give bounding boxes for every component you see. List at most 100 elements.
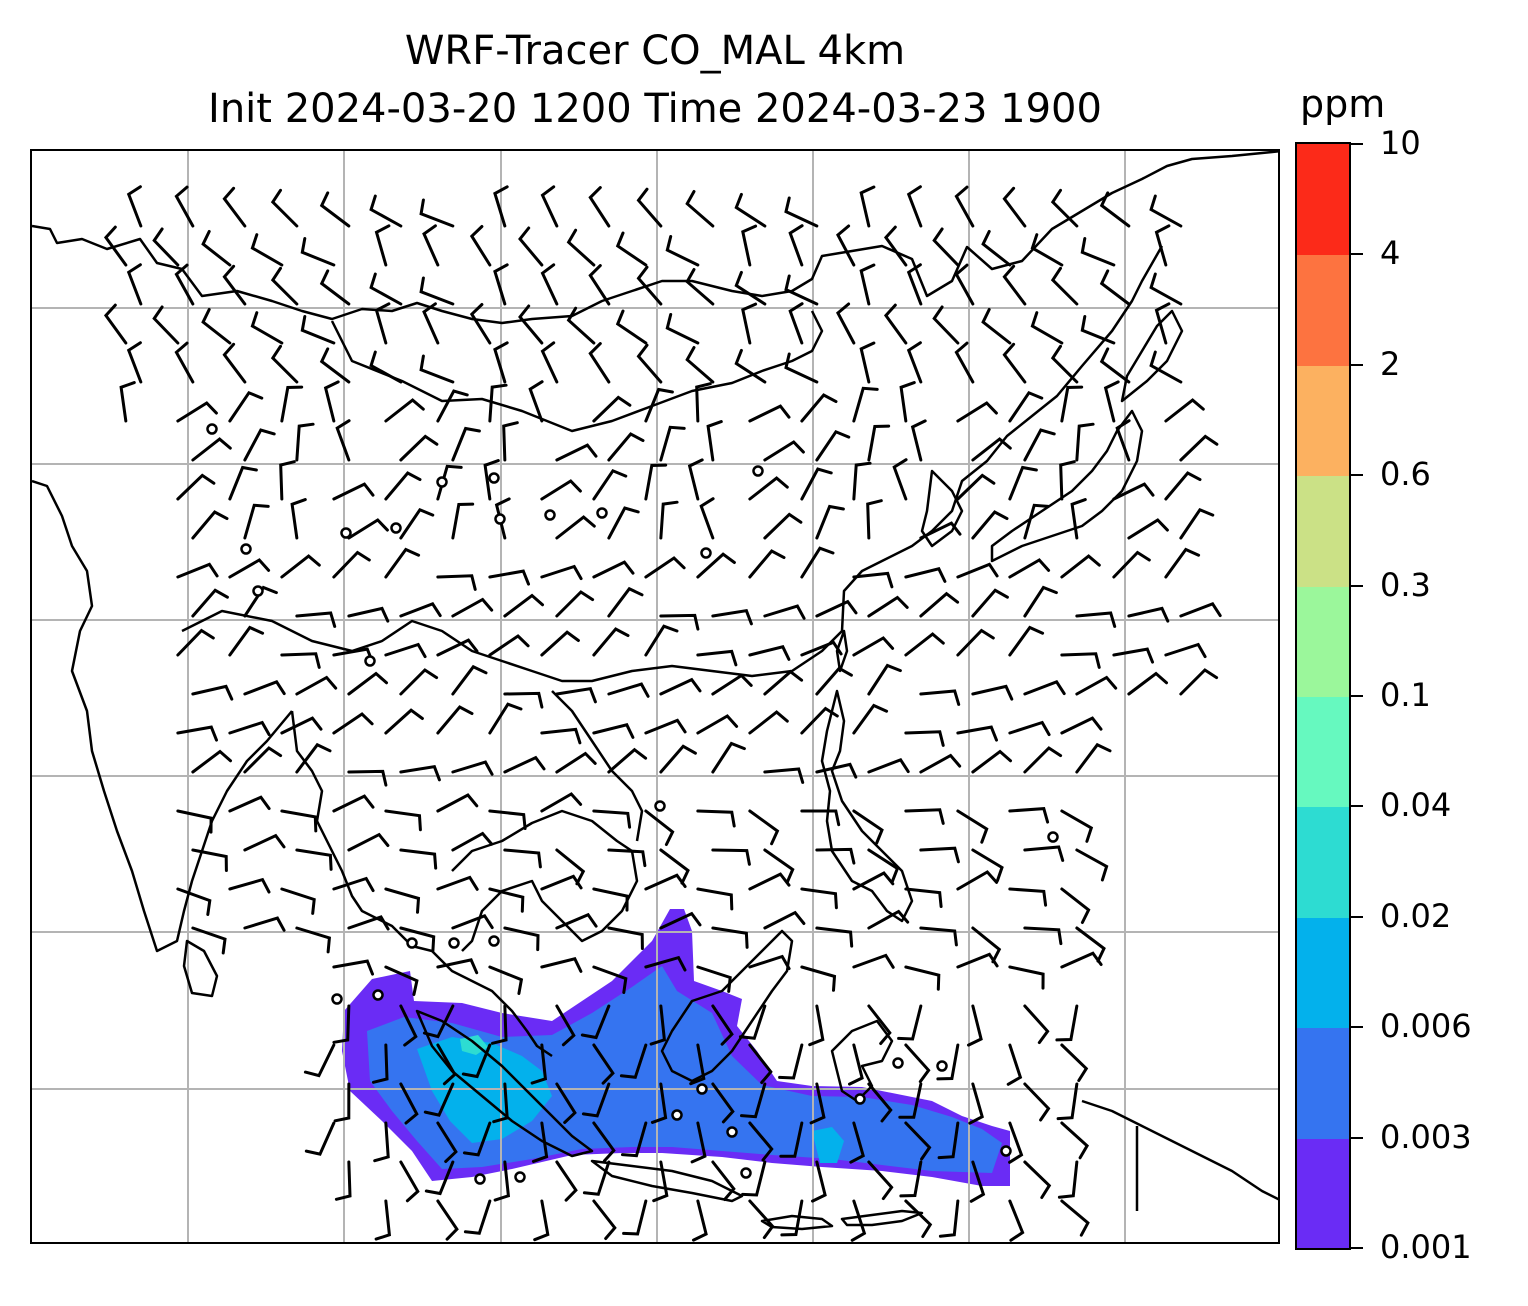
- colorbar-tick: [1351, 695, 1363, 697]
- calm-wind-marker: [474, 1173, 486, 1185]
- wind-barb: [899, 1160, 923, 1198]
- wind-barb: [334, 1160, 352, 1201]
- wind-barb: [319, 269, 351, 306]
- wind-barb: [592, 809, 632, 829]
- wind-barb: [1099, 191, 1131, 228]
- wind-barb: [451, 760, 494, 776]
- wind-barb: [384, 809, 422, 832]
- coastline-mongolia-border: [330, 310, 824, 433]
- wind-barb: [492, 1082, 509, 1124]
- wind-barb: [904, 965, 941, 991]
- wind-barb: [451, 426, 481, 462]
- wind-barb: [899, 381, 916, 423]
- wind-barb: [956, 809, 989, 844]
- wind-barb: [685, 346, 715, 384]
- wind-barb: [1023, 585, 1058, 618]
- wind-barb: [800, 809, 841, 827]
- wind-barb: [852, 386, 879, 423]
- wind-barb: [1127, 606, 1170, 623]
- wind-barb: [1006, 1043, 1023, 1086]
- wind-barb: [1179, 507, 1215, 540]
- wind-barb: [1023, 1160, 1052, 1199]
- wind-barb: [103, 225, 128, 267]
- wind-barb: [788, 224, 804, 267]
- wind-barb: [696, 649, 738, 667]
- wind-barb: [741, 302, 758, 345]
- wind-barb: [636, 343, 663, 384]
- wind-barb: [374, 1199, 392, 1241]
- wind-barb: [592, 1043, 615, 1085]
- colorbar-tick-label: 2: [1380, 344, 1401, 383]
- wind-barb: [332, 550, 371, 579]
- wind-barb: [1055, 1004, 1079, 1042]
- wind-barb: [615, 231, 648, 267]
- wind-barb: [748, 1199, 775, 1240]
- wind-barb: [436, 793, 479, 813]
- wind-barb: [333, 1082, 351, 1123]
- wind-barb: [981, 308, 1012, 345]
- wind-barb: [243, 428, 276, 462]
- wind-barb: [250, 311, 284, 345]
- wind-barb: [191, 510, 229, 540]
- calm-wind-marker: [406, 937, 418, 949]
- wind-barb: [711, 1082, 735, 1124]
- wind-barb: [1149, 272, 1183, 306]
- wind-barb: [954, 263, 975, 306]
- wind-barb: [659, 613, 700, 631]
- coastline-philippines: [820, 689, 914, 923]
- wind-barb: [778, 1043, 804, 1080]
- wind-barb: [1060, 887, 1091, 924]
- wind-barb: [332, 876, 375, 893]
- wind-barb: [1080, 237, 1116, 267]
- wind-barb: [763, 440, 805, 462]
- wind-barb: [1059, 460, 1076, 501]
- wind-barb: [347, 518, 389, 540]
- wind-barb: [696, 809, 736, 828]
- wind-barb: [738, 1004, 767, 1040]
- wind-barb: [502, 421, 519, 462]
- wind-barb: [1060, 809, 1094, 843]
- wind-barb: [836, 224, 856, 267]
- coastline-china-south: [181, 245, 1164, 683]
- wind-barb: [503, 593, 544, 618]
- wind-barb: [936, 1043, 960, 1081]
- wind-barb: [919, 521, 962, 540]
- wind-barb: [956, 628, 995, 657]
- wind-barb: [695, 382, 712, 423]
- wind-barb: [956, 473, 996, 501]
- wind-barb: [971, 437, 1012, 462]
- gridlines: [32, 151, 1278, 1242]
- calm-wind-marker: [740, 1167, 752, 1179]
- wind-barb: [685, 190, 715, 228]
- wind-barb: [967, 1004, 983, 1047]
- wind-barb: [848, 1043, 864, 1086]
- wind-barb: [1030, 233, 1064, 267]
- wind-barb: [956, 401, 998, 423]
- wind-barb: [652, 1160, 669, 1203]
- wind-barb: [711, 926, 749, 949]
- wind-barb: [469, 225, 492, 267]
- wind-barb: [243, 679, 286, 696]
- wind-barb: [436, 638, 479, 657]
- wind-barb: [300, 237, 336, 267]
- colorbar-segment: [1297, 364, 1349, 477]
- wind-barb: [763, 848, 795, 884]
- wind-barb: [1060, 951, 1103, 969]
- wind-barb: [191, 684, 234, 701]
- wind-barb: [615, 309, 648, 345]
- wind-barb: [332, 482, 375, 501]
- wind-barb: [126, 341, 143, 384]
- wind-barb: [904, 1121, 932, 1161]
- wind-barb: [659, 677, 702, 696]
- wind-barb: [463, 1199, 492, 1235]
- wind-barb: [883, 225, 908, 267]
- wind-barb: [436, 875, 479, 891]
- wind-barb: [384, 887, 421, 914]
- wind-barb: [619, 1043, 648, 1079]
- wind-barb: [332, 1004, 351, 1044]
- wind-barb: [1060, 652, 1101, 669]
- wind-barb: [191, 848, 228, 872]
- wind-barb: [740, 1082, 767, 1119]
- wind-barb: [711, 1004, 734, 1046]
- calm-wind-marker: [372, 989, 384, 1001]
